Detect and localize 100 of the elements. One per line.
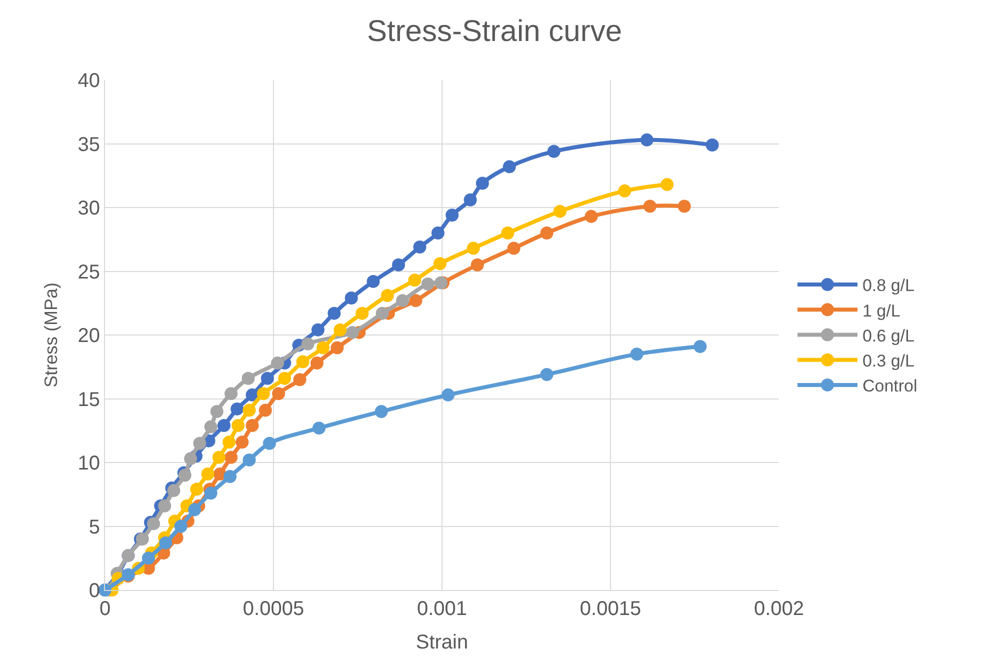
point	[217, 419, 230, 432]
point	[413, 240, 426, 254]
point	[301, 337, 314, 350]
point	[678, 200, 691, 213]
point	[553, 204, 566, 218]
x-tick-label: 0.0015	[580, 598, 642, 620]
point	[190, 482, 204, 496]
point	[242, 372, 255, 385]
point	[476, 176, 489, 190]
point	[310, 356, 324, 370]
point	[640, 133, 654, 146]
point	[356, 306, 369, 320]
point	[242, 453, 256, 466]
point	[660, 178, 674, 192]
point	[584, 210, 598, 223]
x-tick-label: 0.0005	[242, 598, 304, 620]
point	[184, 452, 198, 466]
y-axis-title: Stress (MPa)	[40, 282, 61, 388]
x-tick-label: 0.002	[754, 598, 804, 620]
point	[271, 356, 284, 370]
point	[258, 404, 272, 417]
point	[502, 160, 516, 174]
point	[242, 404, 256, 417]
point	[262, 436, 276, 450]
point	[204, 420, 218, 434]
point	[330, 341, 344, 354]
point	[293, 373, 306, 386]
point	[396, 294, 410, 308]
point	[296, 355, 310, 368]
point	[201, 467, 214, 480]
point	[470, 258, 484, 272]
point	[272, 387, 286, 400]
point	[224, 470, 237, 484]
legend-label: 0.3 g/L	[862, 351, 914, 370]
y-tick-label: 25	[78, 261, 100, 284]
point	[501, 226, 514, 240]
chart-title: Stress-Strain curve	[366, 15, 622, 48]
point	[540, 226, 554, 240]
point	[706, 138, 719, 152]
point	[178, 468, 192, 482]
legend-label: 0.8 g/L	[862, 276, 914, 296]
y-tick-label: 5	[88, 516, 100, 538]
point	[222, 436, 236, 449]
point	[421, 278, 434, 290]
point	[643, 200, 656, 213]
point	[159, 536, 172, 550]
point	[167, 484, 180, 498]
point	[236, 436, 249, 449]
point	[507, 242, 520, 255]
point	[346, 326, 359, 339]
point	[446, 208, 459, 222]
point	[158, 499, 172, 512]
legend-label: 0.6 g/L	[862, 326, 914, 346]
point	[694, 340, 707, 353]
point	[193, 436, 206, 450]
point	[374, 405, 388, 418]
legend-label: Control	[862, 376, 918, 396]
point	[434, 276, 448, 290]
point	[312, 422, 326, 435]
point	[147, 517, 160, 530]
point	[260, 372, 274, 385]
point	[224, 387, 238, 400]
point	[174, 520, 188, 533]
y-tick-label: 40	[78, 70, 100, 92]
x-tick-label: 0.001	[416, 598, 468, 620]
point	[311, 323, 324, 336]
x-axis-title: Strain	[416, 632, 468, 654]
point	[204, 486, 218, 500]
y-tick-label: 10	[78, 452, 100, 474]
y-tick-label: 0	[88, 580, 100, 602]
point	[618, 184, 632, 198]
point	[212, 450, 226, 464]
point	[366, 274, 380, 288]
point	[188, 503, 202, 516]
y-tick-label: 35	[78, 134, 100, 156]
point	[224, 450, 238, 464]
point	[409, 294, 422, 308]
point	[408, 274, 422, 287]
point	[328, 306, 341, 320]
point	[142, 552, 155, 565]
point	[464, 193, 477, 206]
y-tick-label: 15	[78, 388, 100, 411]
point	[547, 144, 560, 158]
point	[334, 323, 347, 336]
legend-label: 1 g/L	[862, 301, 900, 320]
point	[392, 258, 406, 272]
point	[316, 341, 330, 354]
point	[246, 419, 259, 432]
point	[466, 242, 480, 255]
point	[210, 405, 224, 418]
point	[431, 226, 444, 240]
point	[540, 368, 554, 382]
y-tick-label: 30	[78, 198, 100, 220]
point	[376, 306, 389, 320]
y-tick-label: 20	[78, 325, 100, 347]
point	[232, 419, 245, 432]
point	[380, 288, 394, 302]
point	[344, 292, 358, 305]
point	[278, 372, 292, 385]
point	[230, 402, 244, 416]
